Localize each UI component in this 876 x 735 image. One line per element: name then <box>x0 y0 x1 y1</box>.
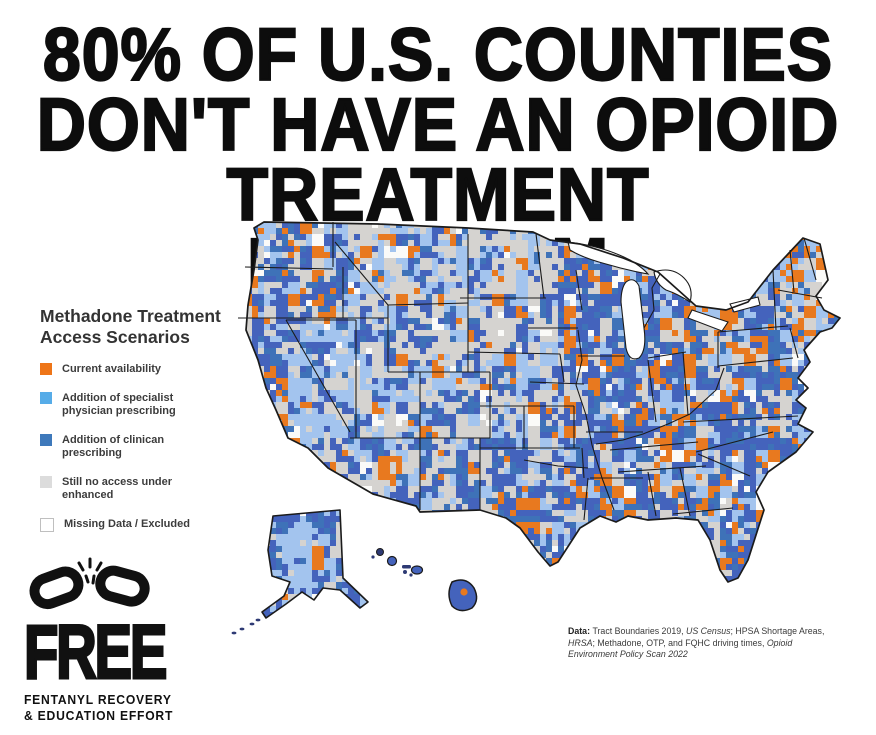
legend-item-specialist-physician: Addition of specialist physician prescri… <box>40 392 240 418</box>
logo-word: FREE <box>23 610 169 695</box>
data-source-note: Data: Tract Boundaries 2019, US Census; … <box>568 626 825 659</box>
broken-chain-icon <box>29 557 150 610</box>
legend-items: Current availability Addition of special… <box>40 363 240 532</box>
free-logo: FREE FENTANYL RECOVERY & EDUCATION EFFOR… <box>23 556 174 724</box>
logo-tagline: FENTANYL RECOVERY & EDUCATION EFFORT <box>24 693 174 723</box>
legend-swatch-gray <box>40 476 52 488</box>
legend-item-missing-data: Missing Data / Excluded <box>40 518 240 532</box>
legend-title: Methadone Treatment Access Scenarios <box>40 306 221 347</box>
legend-swatch-light-blue <box>40 392 52 404</box>
us-map-svg <box>231 221 841 635</box>
legend-swatch-steel-blue <box>40 434 52 446</box>
map-legend: Methadone Treatment Access Scenarios Cur… <box>40 306 240 548</box>
headline-line-2: DON'T HAVE AN OPIOID <box>36 83 840 166</box>
us-county-choropleth-map <box>228 210 876 665</box>
legend-item-clinican-prescribing: Addition of clinican prescribing <box>40 434 240 460</box>
headline-line-1: 80% OF U.S. COUNTIES <box>42 13 834 96</box>
legend-swatch-orange <box>40 363 52 375</box>
legend-item-no-access: Still no access under enhanced <box>40 476 240 502</box>
legend-item-current-availability: Current availability <box>40 363 240 376</box>
legend-swatch-white <box>40 518 54 532</box>
